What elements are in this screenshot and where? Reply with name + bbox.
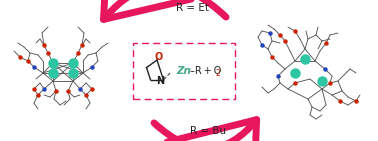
- Text: R = Et: R = Et: [175, 3, 209, 13]
- FancyArrowPatch shape: [95, 120, 257, 141]
- Text: Zn: Zn: [176, 66, 191, 76]
- Text: 2: 2: [216, 69, 221, 78]
- Text: –R + O: –R + O: [190, 66, 222, 76]
- FancyArrowPatch shape: [104, 0, 266, 19]
- Text: N: N: [156, 76, 164, 86]
- Text: R = Bu: R = Bu: [190, 126, 226, 136]
- Text: O: O: [155, 52, 163, 62]
- FancyBboxPatch shape: [133, 43, 235, 99]
